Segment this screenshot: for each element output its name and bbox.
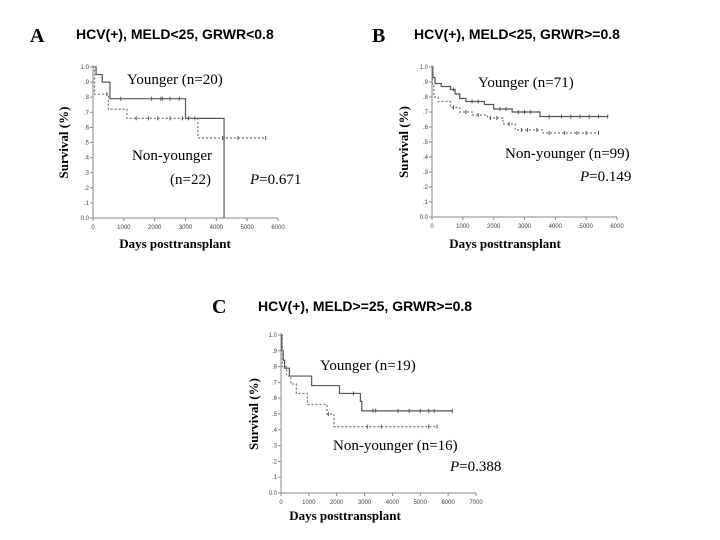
y-tick-label: .8 [423, 95, 429, 101]
x-tick-label: 3000 [358, 500, 372, 506]
y-tick-label: .1 [84, 201, 90, 207]
y-tick-label: .8 [272, 365, 278, 371]
x-axis-label-a: Days posttransplant [119, 236, 231, 251]
y-tick-label: .6 [84, 125, 90, 131]
panel-title-c: HCV(+), MELD>=25, GRWR>=0.8 [258, 298, 473, 314]
y-tick-label: .3 [84, 171, 90, 177]
p-value-c: P=0.388 [449, 459, 501, 475]
x-tick-label: 5000 [240, 225, 254, 231]
y-tick-label: .9 [272, 349, 278, 355]
y-tick-label: .2 [423, 185, 429, 191]
y-tick-label: .8 [84, 95, 90, 101]
annotation-nonyounger-c: Non-younger (n=16) [333, 438, 458, 454]
annotation-nonyounger-a: Non-younger [132, 148, 212, 164]
y-tick-label: .5 [423, 140, 429, 146]
y-tick-label: .3 [423, 170, 429, 176]
x-tick-label: 6000 [271, 225, 285, 231]
annotation-nonyounger2-a: (n=22) [170, 172, 211, 188]
nonyounger-curve-a [93, 66, 266, 139]
y-tick-label: .7 [84, 110, 90, 116]
y-tick-label: 0.0 [269, 491, 278, 497]
x-tick-label: 6000 [610, 224, 624, 230]
y-tick-label: 1.0 [420, 65, 429, 71]
x-tick-label: 1000 [117, 225, 131, 231]
x-axis-label-b: Days posttransplant [449, 236, 561, 251]
y-axis-label-c: Survival (%) [246, 378, 261, 450]
panel-title-b: HCV(+), MELD<25, GRWR>=0.8 [414, 26, 620, 42]
x-tick-label: 6000 [441, 500, 455, 506]
annotation-nonyounger-b: Non-younger (n=99) [505, 146, 630, 162]
x-tick-label: 4000 [386, 500, 400, 506]
y-tick-label: .1 [423, 200, 429, 206]
x-tick-label: 2000 [330, 500, 344, 506]
panel-title-a: HCV(+), MELD<25, GRWR<0.8 [76, 26, 274, 42]
y-tick-label: .4 [423, 155, 429, 161]
x-tick-label: 4000 [549, 224, 563, 230]
annotation-younger-b: Younger (n=71) [478, 75, 574, 91]
annotation-younger-c: Younger (n=19) [320, 358, 416, 374]
y-tick-label: 1.0 [269, 333, 278, 339]
younger-curve-b [432, 66, 608, 118]
x-tick-label: 1000 [456, 224, 470, 230]
y-tick-label: .3 [272, 444, 278, 450]
x-tick-label: 2000 [148, 225, 162, 231]
x-tick-label: 3000 [179, 225, 193, 231]
p-value-a: P=0.671 [249, 172, 301, 188]
x-tick-label: 3000 [518, 224, 532, 230]
x-tick-label: 1000 [302, 500, 316, 506]
nonyounger-curve-c [281, 334, 437, 428]
x-tick-label: 7000 [469, 500, 483, 506]
x-tick-label: 0 [279, 500, 283, 506]
x-tick-label: 5000 [414, 500, 428, 506]
y-tick-label: .5 [272, 412, 278, 418]
younger-curve-c [281, 334, 453, 412]
x-tick-label: 5000 [579, 224, 593, 230]
y-axis-label-a: Survival (%) [56, 107, 71, 179]
y-tick-label: 1.0 [81, 65, 90, 71]
y-tick-label: .5 [84, 141, 90, 147]
x-tick-label: 2000 [487, 224, 501, 230]
y-tick-label: .4 [272, 428, 278, 434]
y-tick-label: 0.0 [81, 216, 90, 222]
annotation-younger-a: Younger (n=20) [127, 72, 223, 88]
p-value-b: P=0.149 [579, 169, 631, 185]
panel-label-b: B [372, 25, 386, 47]
x-axis-label-c: Days posttransplant [289, 508, 401, 523]
y-tick-label: .6 [272, 396, 278, 402]
panel-label-c: C [212, 296, 227, 318]
younger-curve-a [93, 66, 225, 218]
x-tick-label: 0 [91, 225, 95, 231]
panel-label-a: A [30, 25, 45, 47]
y-tick-label: .4 [84, 156, 90, 162]
x-tick-label: 4000 [210, 225, 224, 231]
y-tick-label: 0.0 [420, 215, 429, 221]
y-tick-label: .7 [272, 380, 278, 386]
y-tick-label: .6 [423, 125, 429, 131]
y-tick-label: .2 [272, 459, 278, 465]
y-tick-label: .9 [423, 80, 429, 86]
y-tick-label: .2 [84, 186, 90, 192]
y-tick-label: .9 [84, 80, 90, 86]
y-tick-label: .7 [423, 110, 429, 116]
nonyounger-curve-b [432, 66, 599, 134]
x-tick-label: 0 [430, 224, 434, 230]
y-axis-label-b: Survival (%) [396, 106, 411, 178]
y-tick-label: .1 [272, 475, 278, 481]
